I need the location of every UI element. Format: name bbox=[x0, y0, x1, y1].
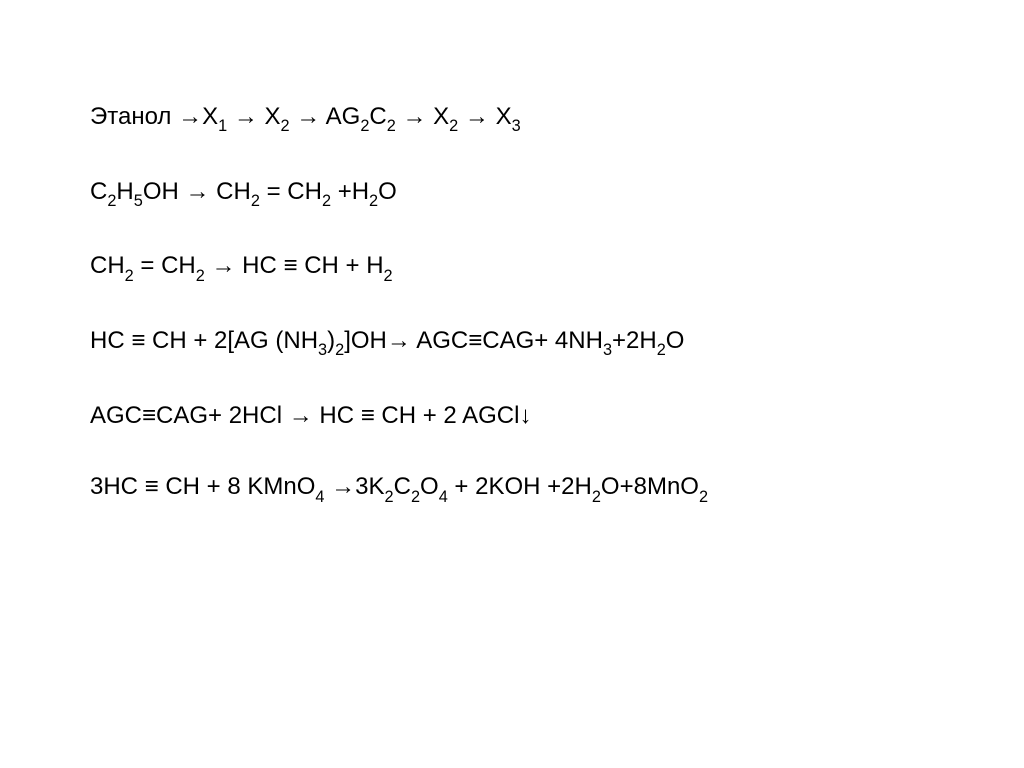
subscript: 2 bbox=[384, 267, 393, 285]
subscript: 5 bbox=[134, 192, 143, 210]
subscript: 2 bbox=[335, 341, 344, 359]
formula-text: X bbox=[489, 103, 512, 130]
formula-text: 3HC ≡ CH + 8 KMnO bbox=[90, 473, 315, 500]
formula-text: O bbox=[420, 473, 439, 500]
equation-line-5: AGC≡CAG+ 2HCl → HC ≡ CH + 2 AGCl↓ bbox=[90, 399, 934, 433]
subscript: 2 bbox=[196, 267, 205, 285]
formula-text: C bbox=[369, 103, 386, 130]
subscript: 1 bbox=[218, 117, 227, 135]
arrow-icon: → bbox=[387, 327, 411, 354]
equation-line-6: 3HC ≡ CH + 8 KMnO4 →3K2C2O4 + 2KOH +2H2O… bbox=[90, 470, 934, 507]
formula-text: OH bbox=[143, 178, 186, 205]
subscript: 2 bbox=[125, 267, 134, 285]
formula-text: AGC≡CAG+ 2HCl bbox=[90, 402, 289, 429]
formula-text: O+8MnO bbox=[601, 473, 699, 500]
arrow-icon: → bbox=[186, 178, 210, 205]
formula-text: X bbox=[426, 103, 449, 130]
formula-text: C bbox=[90, 178, 107, 205]
formula-text: C bbox=[394, 473, 411, 500]
equation-line-2: C2H5OH → CH2 = CH2 +H2O bbox=[90, 175, 934, 212]
formula-text: HC ≡ CH + 2 AGCl↓ bbox=[313, 402, 532, 429]
formula-text: O bbox=[378, 178, 397, 205]
subscript: 2 bbox=[592, 488, 601, 506]
formula-text: X bbox=[202, 103, 218, 130]
formula-text: H bbox=[116, 178, 133, 205]
subscript: 2 bbox=[107, 192, 116, 210]
subscript: 2 bbox=[251, 192, 260, 210]
arrow-icon: → bbox=[178, 103, 202, 130]
formula-text: ]OH bbox=[344, 327, 387, 354]
subscript: 4 bbox=[439, 488, 448, 506]
subscript: 3 bbox=[603, 341, 612, 359]
formula-text: + 2KOH +2H bbox=[448, 473, 592, 500]
arrow-icon: → bbox=[234, 103, 258, 130]
formula-text: +H bbox=[331, 178, 369, 205]
formula-text: = CH bbox=[134, 252, 196, 279]
arrow-icon: → bbox=[289, 402, 313, 429]
formula-text: X bbox=[258, 103, 281, 130]
formula-text: AGC≡CAG+ 4NH bbox=[411, 327, 603, 354]
arrow-icon: → bbox=[465, 103, 489, 130]
arrow-icon: → bbox=[402, 103, 426, 130]
formula-text: O bbox=[666, 327, 685, 354]
arrow-icon: → bbox=[331, 473, 355, 500]
subscript: 2 bbox=[369, 192, 378, 210]
formula-text: HC ≡ CH + 2[AG (NH bbox=[90, 327, 318, 354]
subscript: 2 bbox=[322, 192, 331, 210]
formula-text bbox=[227, 103, 234, 130]
formula-text: = CH bbox=[260, 178, 322, 205]
formula-text: 3K bbox=[355, 473, 384, 500]
subscript: 2 bbox=[387, 117, 396, 135]
equation-line-3: CH2 = CH2 → HC ≡ CH + H2 bbox=[90, 249, 934, 286]
arrow-icon: → bbox=[296, 103, 320, 130]
subscript: 3 bbox=[318, 341, 327, 359]
subscript: 2 bbox=[699, 488, 708, 506]
formula-text: ) bbox=[327, 327, 335, 354]
subscript: 2 bbox=[411, 488, 420, 506]
formula-text: HC ≡ CH + H bbox=[236, 252, 384, 279]
subscript: 2 bbox=[360, 117, 369, 135]
formula-text: AG bbox=[320, 103, 360, 130]
subscript: 2 bbox=[281, 117, 290, 135]
subscript: 2 bbox=[385, 488, 394, 506]
subscript: 4 bbox=[315, 488, 324, 506]
equation-line-4: HC ≡ CH + 2[AG (NH3)2]OH→ AGC≡CAG+ 4NH3+… bbox=[90, 324, 934, 361]
formula-text bbox=[458, 103, 465, 130]
formula-text: Этанол bbox=[90, 103, 178, 130]
subscript: 2 bbox=[449, 117, 458, 135]
formula-text: CH bbox=[210, 178, 251, 205]
formula-text bbox=[205, 252, 212, 279]
equation-line-1: Этанол →X1 → X2 → AG2C2 → X2 → X3 bbox=[90, 100, 934, 137]
formula-text: +2H bbox=[612, 327, 657, 354]
formula-text: CH bbox=[90, 252, 125, 279]
subscript: 3 bbox=[512, 117, 521, 135]
subscript: 2 bbox=[657, 341, 666, 359]
arrow-icon: → bbox=[212, 252, 236, 279]
